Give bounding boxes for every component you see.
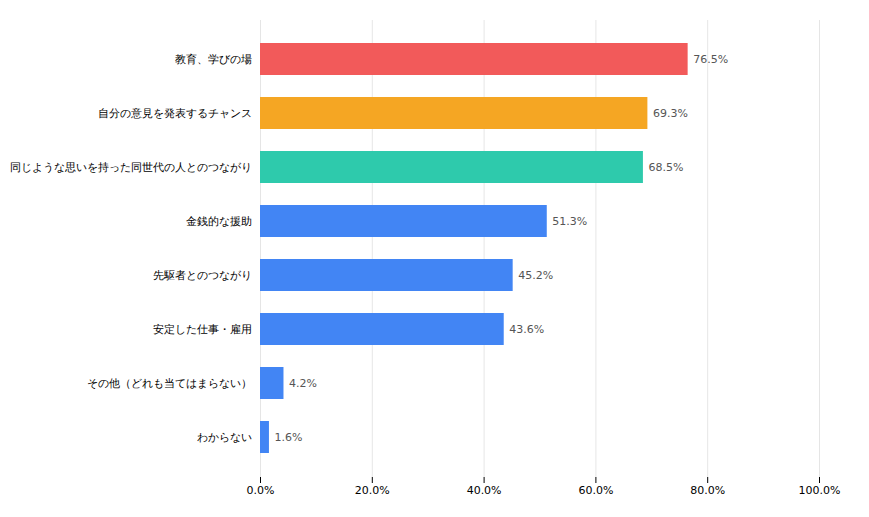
svg-text:0.0%: 0.0%	[247, 484, 275, 497]
svg-text:4.2%: 4.2%	[289, 377, 317, 390]
svg-text:先駆者とのつながり: 先駆者とのつながり	[153, 269, 252, 282]
svg-text:80.0%: 80.0%	[690, 484, 725, 497]
svg-text:わからない: わからない	[197, 431, 252, 444]
svg-text:同じような思いを持った同世代の人とのつながり: 同じような思いを持った同世代の人とのつながり	[10, 161, 252, 174]
svg-text:1.6%: 1.6%	[274, 431, 302, 444]
svg-text:自分の意見を発表するチャンス: 自分の意見を発表するチャンス	[98, 107, 252, 120]
svg-text:教育、学びの場: 教育、学びの場	[175, 53, 252, 66]
svg-text:76.5%: 76.5%	[693, 53, 728, 66]
svg-text:51.3%: 51.3%	[552, 215, 587, 228]
svg-text:68.5%: 68.5%	[648, 161, 683, 174]
svg-text:40.0%: 40.0%	[467, 484, 502, 497]
svg-text:100.0%: 100.0%	[799, 484, 841, 497]
svg-text:45.2%: 45.2%	[518, 269, 553, 282]
svg-text:20.0%: 20.0%	[355, 484, 390, 497]
svg-text:安定した仕事・雇用: 安定した仕事・雇用	[153, 323, 252, 336]
svg-text:69.3%: 69.3%	[653, 107, 688, 120]
svg-text:60.0%: 60.0%	[578, 484, 613, 497]
svg-text:43.6%: 43.6%	[509, 323, 544, 336]
svg-text:その他（どれも当てはまらない）: その他（どれも当てはまらない）	[87, 377, 252, 390]
svg-text:金銭的な援助: 金銭的な援助	[186, 215, 252, 228]
